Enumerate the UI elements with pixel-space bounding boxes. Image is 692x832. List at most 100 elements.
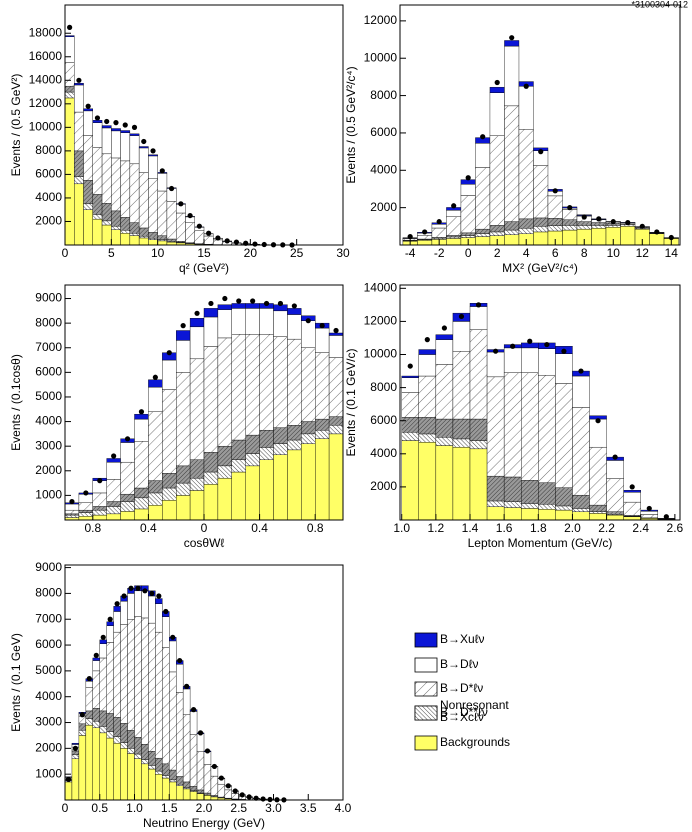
histogram-segment [78,516,94,521]
legend-label: Backgrounds [440,735,510,749]
histogram-segment [99,710,107,727]
histogram-segment [111,157,121,212]
histogram-segment [538,509,556,521]
histogram-segment [113,631,121,718]
data-point [277,300,284,307]
data-point [232,788,238,794]
histogram-segment [418,354,437,377]
histogram-segment [120,493,135,502]
histogram-segment [175,495,191,521]
histogram-segment [182,781,191,789]
histogram-segment [460,232,476,236]
x-tick-label: 12 [636,246,650,260]
histogram-segment [175,340,191,373]
histogram-segment [606,511,624,515]
data-point [596,216,602,222]
data-point [93,652,99,658]
histogram-segment [217,337,232,447]
histogram-segment [486,351,505,378]
histogram-segment [259,429,274,448]
histogram-segment [287,308,302,315]
histogram-segment [259,447,274,460]
histogram-segment [148,595,156,624]
histogram-segment [503,501,522,508]
histogram-segment [120,511,135,521]
x-tick-label: 0 [465,246,472,260]
data-point [69,498,75,505]
histogram-segment [435,418,454,438]
histogram-segment [175,330,191,341]
histogram-segment [435,437,454,446]
data-point [494,79,500,86]
histogram-segment [259,459,274,521]
y-tick-label: 18000 [29,25,63,39]
histogram-segment [287,338,302,426]
histogram-segment [315,438,330,521]
histogram-segment [521,508,539,521]
x-axis-label: Neutrino Energy (GeV) [143,816,265,830]
data-point [178,201,184,207]
histogram-segment [120,624,128,724]
histogram-segment [113,717,121,737]
histogram-segment [555,353,573,384]
legend-swatch [414,735,438,751]
histogram-segment [328,433,344,521]
legend-label: B→D*ℓν [440,681,483,695]
y-tick-label: 4000 [35,190,62,204]
histogram-segment [64,91,75,99]
histogram-segment [120,742,128,749]
histogram-segment [162,616,170,648]
histogram-segment [141,617,149,745]
histogram-segment [231,471,246,521]
data-point [76,77,82,83]
histogram-segment [71,754,80,759]
histogram-segment [418,375,437,418]
histogram-segment [196,751,205,791]
histogram-segment [101,224,112,246]
data-point [150,148,156,154]
data-point [527,338,533,344]
histogram-segment [606,514,624,521]
y-tick-label: 3000 [35,438,62,452]
histogram-segment [106,479,121,502]
histogram-segment [175,465,191,484]
histogram-segment [74,150,84,177]
histogram-segment [113,611,121,633]
x-tick-label: 2.5 [230,801,247,815]
histogram-segment [518,129,534,220]
histogram-segment [533,226,549,233]
histogram-segment [589,504,607,512]
histogram-segment [64,62,75,87]
data-point [122,122,128,128]
y-tick-label: 8000 [370,88,397,102]
histogram-segment [141,744,149,760]
panel: 0 0.5 1.0 1.5 2.0 2.5 3.0 3.5 4.0 1000 2000 3000 400… [9,560,351,830]
x-tick-label: -2 [434,246,445,260]
data-point [436,219,442,225]
histogram-segment [127,748,135,754]
data-point [663,514,669,520]
histogram-segment [203,316,219,347]
histogram-segment [92,721,100,728]
histogram-segment [138,227,149,237]
histogram-segment [503,476,522,502]
histogram-segment [78,502,94,511]
histogram-segment [127,593,135,620]
histogram-segment [120,501,135,512]
histogram-segment [120,230,131,234]
histogram-segment [533,217,549,227]
histogram-segment [555,505,573,511]
x-tick-label: 4 [523,246,530,260]
histogram-segment [101,127,112,155]
y-tick-label: 6000 [370,413,397,427]
histogram-segment [106,625,114,643]
legend-label: B→Xuℓν [440,632,485,646]
histogram-segment [452,321,471,352]
histogram-segment [562,225,578,231]
y-tick-label: 12000 [364,13,398,27]
histogram-segment [106,621,114,626]
data-point [142,588,148,594]
histogram-segment [259,334,274,431]
histogram-segment [182,714,191,783]
histogram-segment [155,757,163,772]
